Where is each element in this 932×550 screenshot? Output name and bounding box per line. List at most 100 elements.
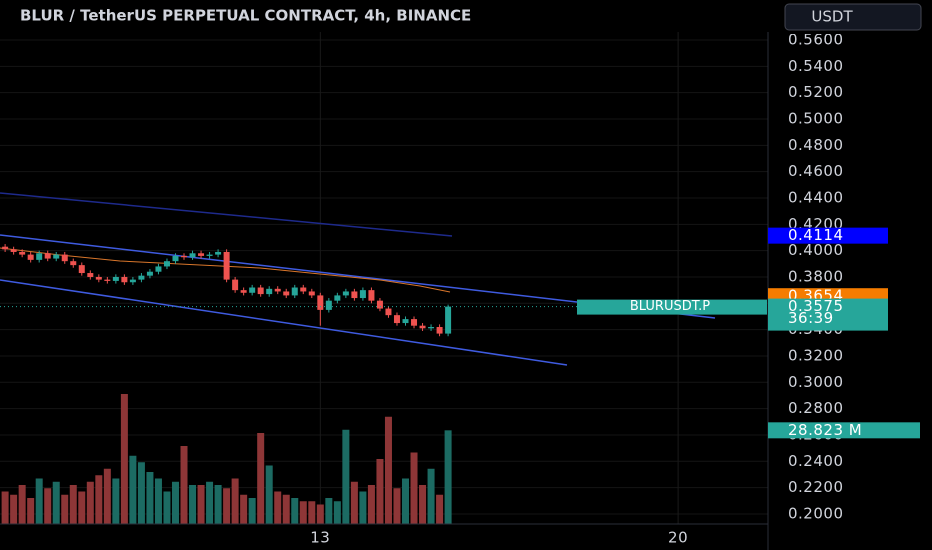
y-tick-label: 0.4000 [788,241,844,259]
candle-body [342,291,349,296]
currency-button[interactable] [784,3,922,31]
y-tick-label: 0.2800 [788,399,844,417]
candle-body [112,276,119,281]
volume-bar [78,491,86,524]
candle-body [36,253,43,260]
volume-bar [86,481,94,524]
y-tick-label: 0.4400 [788,188,844,206]
volume-bar [436,494,444,524]
candle-body [368,290,375,301]
candle-body [206,254,213,256]
volume-bar [325,498,333,524]
candle-body [359,290,366,299]
volume-bar [402,478,410,524]
x-tick-label: 13 [310,529,330,547]
candle-body [266,288,273,295]
volume-bar [180,446,188,524]
candle-body [104,279,111,281]
volume-bar [444,430,452,524]
candle-body [240,290,247,293]
price-axis-bg [768,0,932,550]
candle-body [121,276,128,283]
volume-bar [35,478,43,524]
y-tick-label: 0.2000 [788,504,844,522]
currency-label: USDT [811,8,853,26]
volume-bar [419,485,427,524]
candle-body [19,251,26,255]
volume-bar [376,459,384,524]
volume-bar [206,481,214,524]
volume-bar [95,475,103,524]
y-tick-label: 0.3200 [788,346,844,364]
volume-bar [350,481,358,524]
candle-body [44,253,51,259]
volume-bar [367,485,375,524]
volume-bar [291,498,299,524]
volume-bar [257,433,265,524]
countdown: 36:39 [788,309,834,327]
volume-bar [231,478,239,524]
candle-body [334,295,341,301]
candle-body [291,287,298,296]
candle-body [215,251,222,255]
candle-body [249,287,256,293]
candle-body [317,295,324,310]
volume-bar [129,455,137,524]
price-tag-label: 0.3575 [788,297,844,315]
volume-bar [69,485,77,524]
x-tick-label: 20 [668,529,688,547]
volume-bar [265,465,273,524]
volume-bar [163,491,171,524]
y-tick-label: 0.2200 [788,478,844,496]
chart-title: BLUR / TetherUS PERPETUAL CONTRACT, 4h, … [20,7,471,25]
candle-body [257,287,264,295]
volume-tag [768,422,920,439]
candle-body [274,288,281,292]
volume-bar [308,501,316,524]
volume-bar [274,491,282,524]
candle-body [70,261,77,266]
volume-bar [197,485,205,524]
y-tick-label: 0.3000 [788,373,844,391]
candle-body [445,306,452,334]
candle-body [198,253,205,256]
y-tick-label: 0.4600 [788,162,844,180]
volume-bar [146,472,154,524]
y-tick-label: 0.5200 [788,83,844,101]
candle-body [308,291,315,296]
price-tags: 0.41140.3654BLURUSDT.P36:390.357528.823 … [0,226,920,439]
y-tick-label: 0.2400 [788,452,844,470]
volume-bar [240,494,248,524]
candle-body [436,327,443,334]
candle-body [181,255,188,258]
candle-body [351,291,358,299]
price-tag [768,227,888,244]
candle-body [411,319,418,326]
price-tag [768,298,888,331]
volume-bar [1,491,9,524]
volume-bar [18,485,26,524]
volume-bar [154,478,162,524]
volume-bar [189,485,197,524]
volume-bar [103,468,111,524]
volume-bar [120,394,128,524]
volume-bar [223,488,231,524]
candle-body [146,271,153,276]
moving-average [0,247,451,293]
price-tag-label: 0.4114 [788,226,844,244]
candle-body [223,251,230,280]
volume-bar [282,494,290,524]
candle-body [138,275,145,280]
candle-body [10,249,17,252]
candle-body [53,254,60,259]
candle-body [129,279,136,283]
candle-body [95,276,102,280]
volume-bar [427,468,435,524]
candle-body [402,319,409,324]
symbol-tag [577,299,767,315]
y-tick-label: 0.4800 [788,136,844,154]
candle-body [300,287,307,292]
candle-body [393,315,400,324]
volume-bar [61,494,69,524]
